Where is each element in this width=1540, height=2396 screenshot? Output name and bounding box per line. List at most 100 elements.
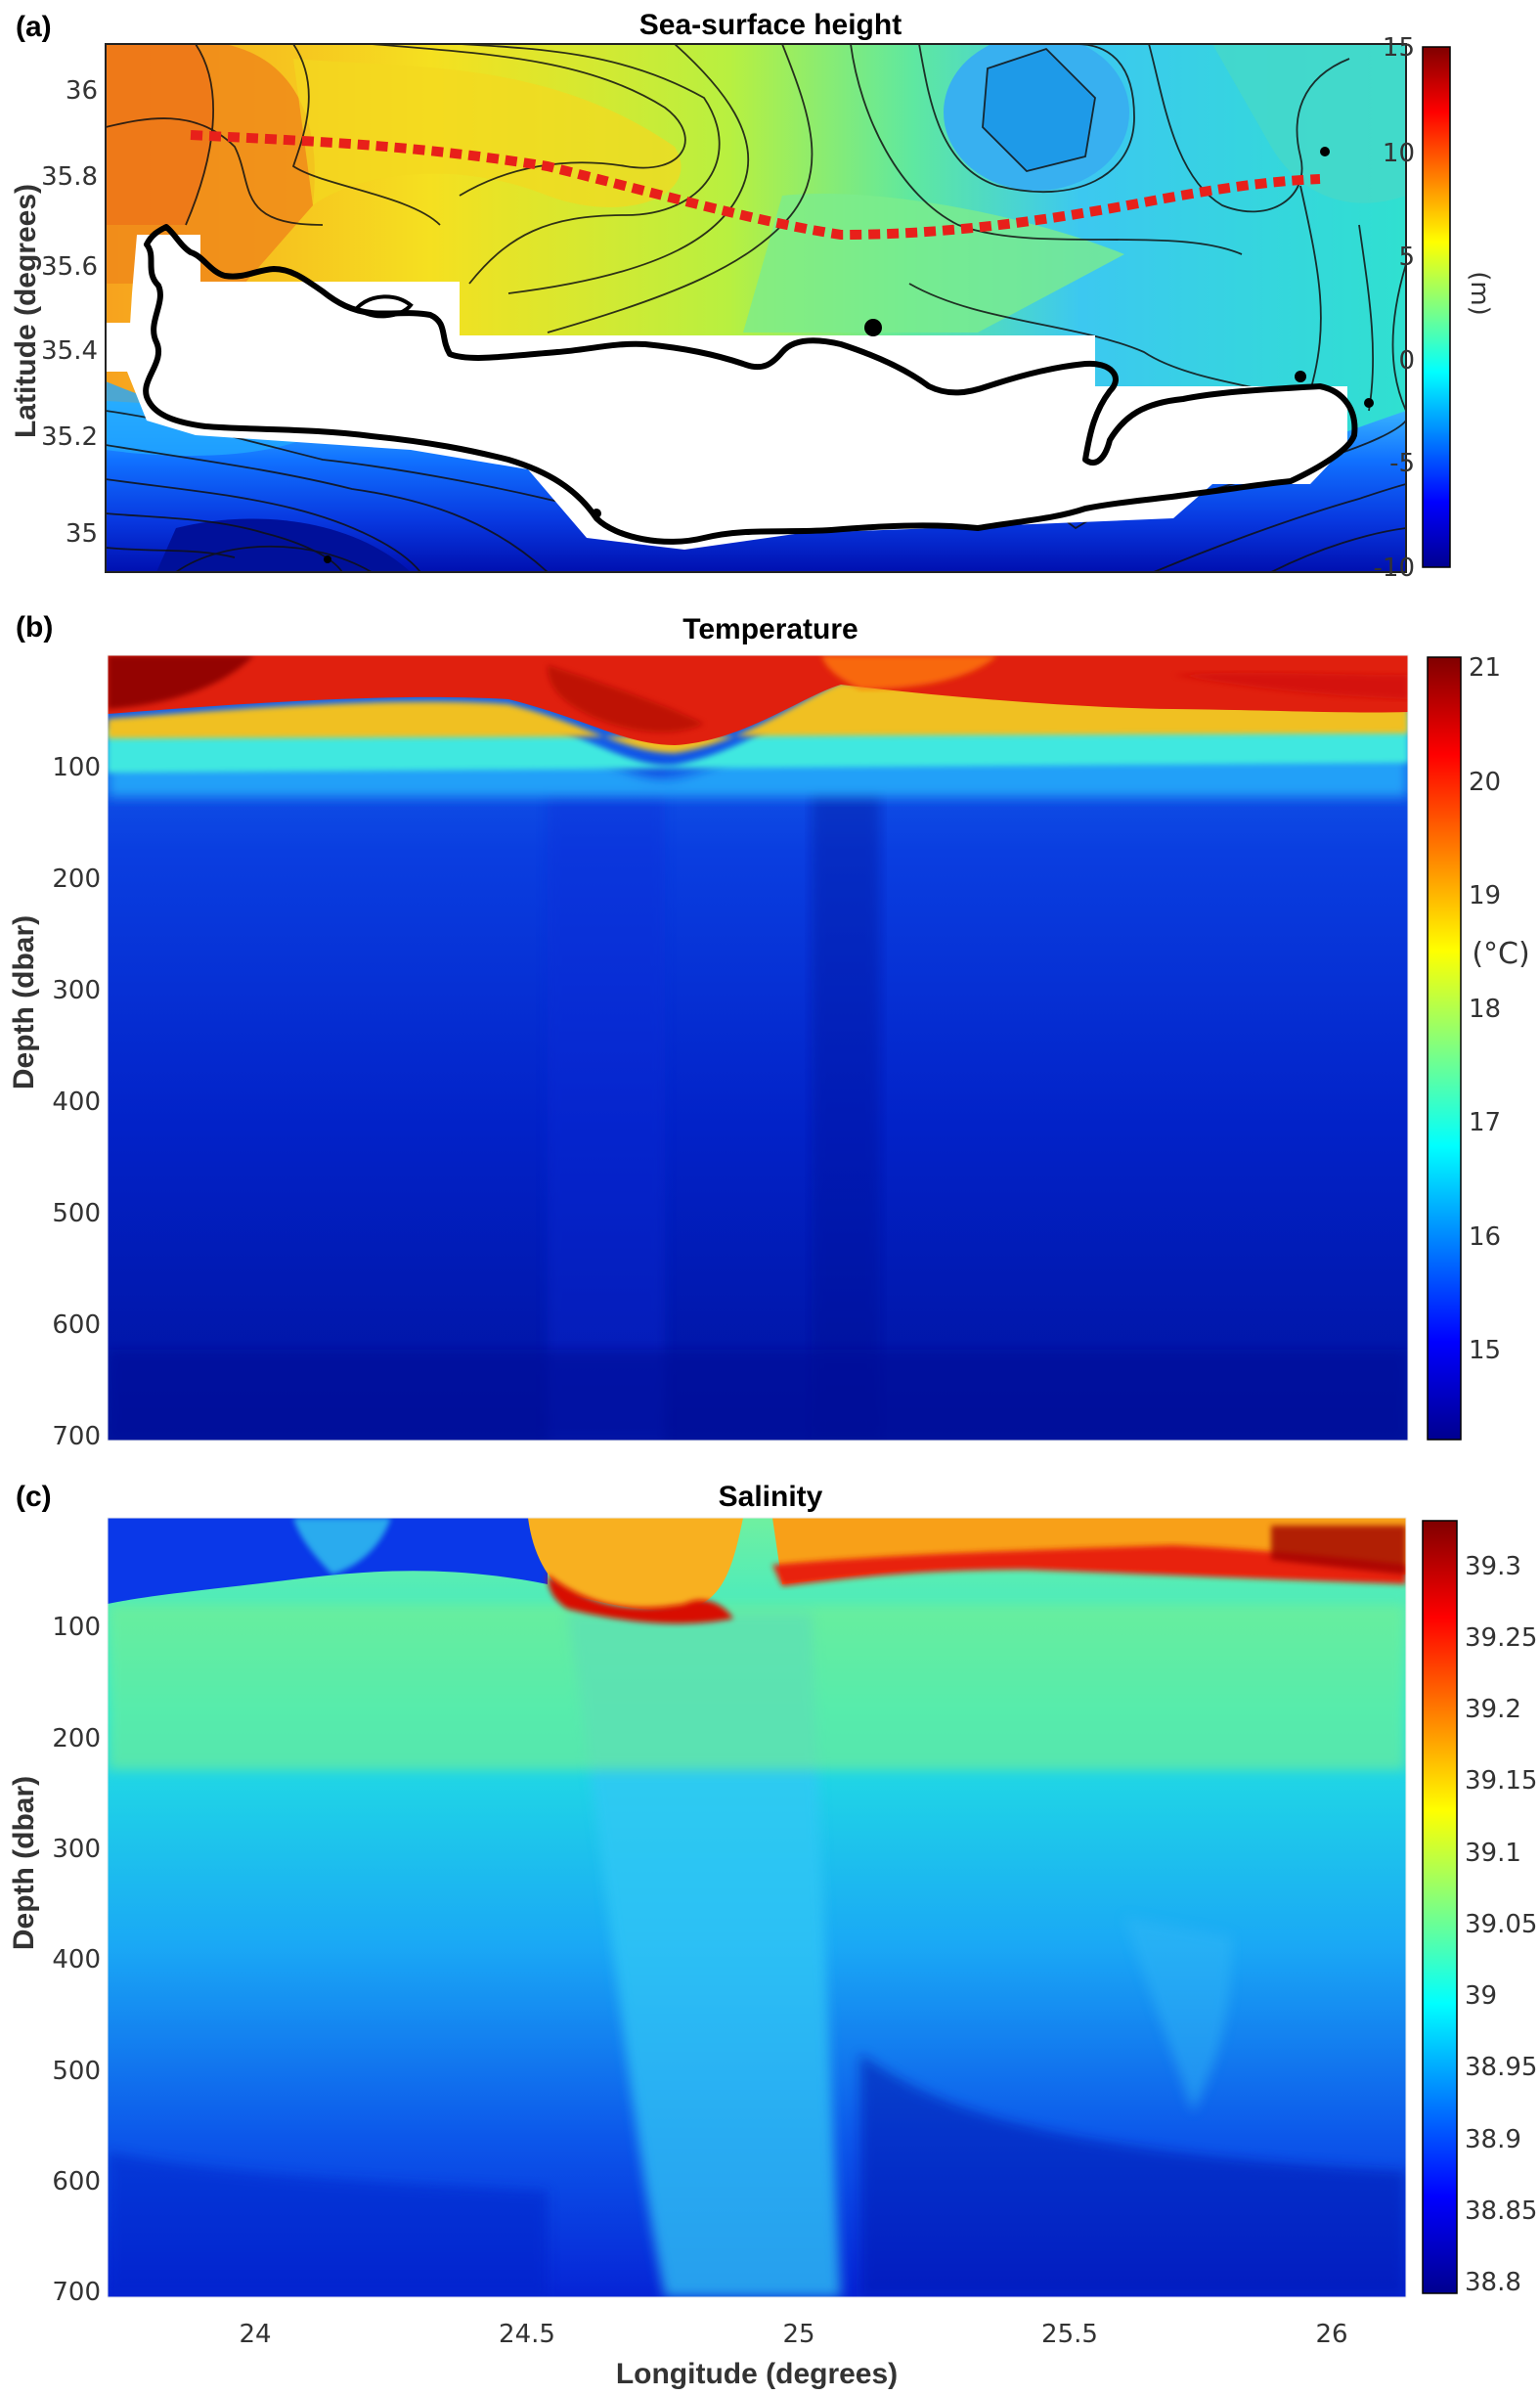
sal-frame (107, 1517, 1407, 2298)
sal-ytick: 600 (52, 2167, 101, 2196)
sal-cbar-tick: 38.8 (1465, 2268, 1521, 2297)
panel-a: (a) Sea-surface height (10, 9, 1494, 583)
ssh-cbar-tick: 10 (1383, 139, 1415, 168)
sal-salty-patch (548, 1575, 733, 1624)
sal-xlabel: Longitude (degrees) (616, 2358, 898, 2390)
ssh-cbar-tick: 15 (1383, 33, 1415, 63)
temp-ytick: 600 (52, 1310, 101, 1340)
sal-xtick: 24.5 (499, 2320, 555, 2349)
ssh-ytick: 36 (66, 76, 98, 106)
sal-colorbar: 39.3 39.25 39.2 39.15 39.1 39.05 39 38.9… (1422, 1520, 1537, 2297)
temp-title: Temperature (682, 613, 858, 645)
sal-upper-band (108, 1604, 1406, 1770)
temp-cbar-tick: 19 (1469, 881, 1501, 910)
sal-title: Salinity (719, 1481, 823, 1513)
ssh-colorbar: 15 10 5 0 -5 -10 (m) (1374, 33, 1494, 583)
temp-cbar-tick: 21 (1469, 653, 1501, 683)
islet-se (1364, 398, 1374, 408)
islet-south (592, 509, 601, 518)
sal-cbar-tick: 39.25 (1465, 1623, 1537, 1653)
sal-xtick: 25.5 (1041, 2320, 1098, 2349)
islet-ne (1320, 147, 1330, 156)
sal-y-ticks: 100 200 300 400 500 600 700 (52, 1613, 101, 2307)
temp-cbar-tick: 16 (1469, 1222, 1501, 1252)
temp-section (108, 655, 1408, 1441)
sal-surface-patch (293, 1518, 391, 1575)
sal-deep-west (108, 2152, 548, 2297)
sal-cbar-tick: 39.1 (1465, 1839, 1521, 1868)
sal-cbar-tick: 38.95 (1465, 2053, 1537, 2082)
ssh-map (106, 44, 1406, 572)
ssh-south-deep (156, 518, 411, 572)
panel-label-c: (c) (16, 1481, 52, 1513)
temp-mixed-layer (108, 655, 1408, 745)
temp-cbar-tick: 18 (1469, 995, 1501, 1024)
temp-ytick: 300 (52, 976, 101, 1005)
transect-line (190, 130, 1321, 241)
panel-c: (c) Salinity 100 200 300 400 (8, 1481, 1537, 2390)
ssh-cbar-tick: 0 (1398, 346, 1415, 376)
panel-label-b: (b) (16, 611, 53, 643)
sal-ytick: 200 (52, 1724, 101, 1753)
sal-ytick: 700 (52, 2278, 101, 2307)
ssh-ylabel: Latitude (degrees) (10, 184, 42, 438)
temp-ytick: 700 (52, 1422, 101, 1451)
ssh-y-ticks: 35 35.2 35.4 35.6 35.8 36 (41, 76, 98, 549)
temp-cbar-tick: 17 (1469, 1108, 1501, 1137)
temp-texture (812, 763, 880, 1441)
ssh-cbar-tick: 5 (1398, 243, 1415, 272)
sal-deep-east (860, 2054, 1406, 2297)
sal-cbar-tick: 38.85 (1465, 2196, 1537, 2226)
temp-warm-patch (548, 665, 704, 732)
ssh-ytick: 35.4 (41, 336, 98, 366)
temp-cooler-patch (821, 655, 997, 689)
sal-ylabel: Depth (dbar) (8, 1776, 40, 1950)
islet-dia (864, 319, 882, 336)
temp-ytick: 100 (52, 753, 101, 782)
sal-x-ticks: 24 24.5 25 25.5 26 (239, 2320, 1347, 2349)
ssh-cbar-tick: -5 (1389, 449, 1415, 478)
sal-cbar-tick: 39.2 (1465, 1695, 1521, 1724)
temp-warmest-west (108, 655, 254, 709)
temp-y-ticks: 100 200 300 400 500 600 700 (52, 753, 101, 1451)
land-west-tip (106, 323, 137, 372)
temp-warm-east (1173, 672, 1408, 699)
sal-colorbar-ramp (1422, 1520, 1458, 2294)
sal-surface-east-edge (772, 1545, 1406, 1586)
ssh-cbar-tick: -10 (1374, 554, 1415, 583)
panel-label-a: (a) (16, 11, 52, 43)
islet-gavdos (324, 555, 331, 563)
sal-cbar-tick: 39.3 (1465, 1552, 1521, 1581)
ssh-ytick: 35 (66, 519, 98, 549)
ssh-warmest-region (106, 44, 214, 225)
sal-xtick: 26 (1315, 2320, 1347, 2349)
sal-section (108, 1518, 1406, 2297)
sal-saltiest-east (1271, 1526, 1406, 1575)
ssh-colorbar-ramp (1422, 46, 1451, 568)
sal-cbar-tick: 39.05 (1465, 1910, 1537, 1939)
temp-ytick: 200 (52, 865, 101, 894)
temp-frame (107, 654, 1409, 1442)
temp-ytick: 500 (52, 1199, 101, 1228)
temp-ylabel: Depth (dbar) (8, 915, 40, 1089)
sal-ytick: 500 (52, 2057, 101, 2086)
temp-colorbar-ramp (1427, 656, 1462, 1441)
temp-texture (108, 1350, 1408, 1441)
ssh-east-region (1212, 44, 1406, 203)
coastline-bay (354, 294, 414, 319)
ssh-green-region (743, 194, 1124, 333)
sal-xtick: 24 (239, 2320, 271, 2349)
sal-cbar-tick: 38.9 (1465, 2125, 1521, 2154)
temp-cbar-label: (°C) (1472, 937, 1529, 971)
ssh-title: Sea-surface height (639, 9, 902, 41)
sal-ytick: 100 (52, 1613, 101, 1642)
ssh-ytick: 35.8 (41, 162, 98, 192)
ssh-eddy-core (983, 49, 1095, 171)
temp-colorbar: 21 20 19 18 17 16 15 (°C) (1427, 653, 1530, 1441)
sal-texture (1124, 1917, 1232, 2112)
panel-b: (b) Temperature 100 200 300 400 500 (8, 611, 1530, 1451)
sal-ytick: 300 (52, 1835, 101, 1864)
ssh-cbar-label: (m) (1465, 271, 1494, 316)
temp-texture (548, 763, 665, 1441)
